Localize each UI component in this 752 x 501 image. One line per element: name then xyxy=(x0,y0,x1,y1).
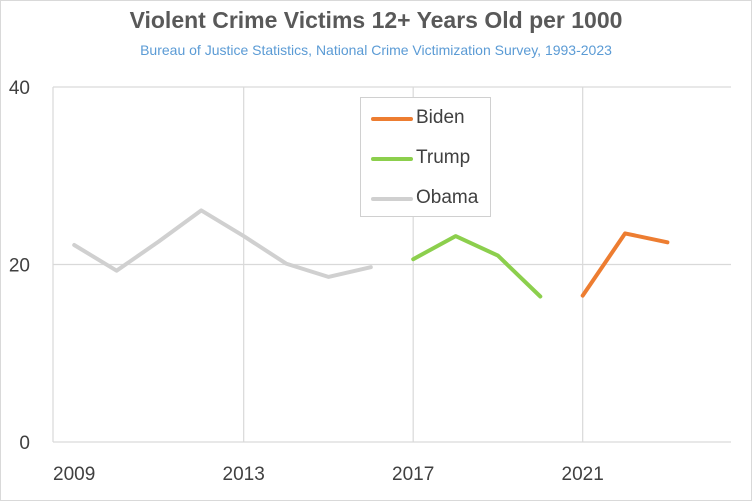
legend-swatch xyxy=(371,197,413,201)
legend-item-biden: Biden xyxy=(361,104,492,134)
y-tick-label: 0 xyxy=(19,433,30,454)
series-line-trump xyxy=(411,234,543,299)
legend-swatch xyxy=(371,157,413,161)
legend-label: Trump xyxy=(416,147,471,168)
chart-title: Violent Crime Victims 12+ Years Old per … xyxy=(129,7,623,33)
legend-item-trump: Trump xyxy=(361,144,492,174)
legend: Biden Trump Obama xyxy=(360,97,491,217)
series-lines xyxy=(72,208,670,299)
x-tick-label: 2013 xyxy=(223,464,265,485)
y-tick-label: 40 xyxy=(9,78,30,99)
x-tick-label: 2021 xyxy=(562,464,604,485)
series-line-obama xyxy=(72,208,373,279)
legend-item-obama: Obama xyxy=(361,184,492,214)
chart-subtitle: Bureau of Justice Statistics, National C… xyxy=(140,42,612,58)
series-line-biden xyxy=(580,231,670,298)
legend-label: Obama xyxy=(416,187,479,208)
x-tick-label: 2009 xyxy=(53,464,95,485)
y-tick-label: 20 xyxy=(9,256,30,277)
legend-swatch xyxy=(371,117,413,121)
axis-ticks: 0 20 40 2009 2013 2017 2021 xyxy=(9,78,604,485)
x-tick-label: 2017 xyxy=(392,464,434,485)
legend-label: Biden xyxy=(416,107,465,128)
